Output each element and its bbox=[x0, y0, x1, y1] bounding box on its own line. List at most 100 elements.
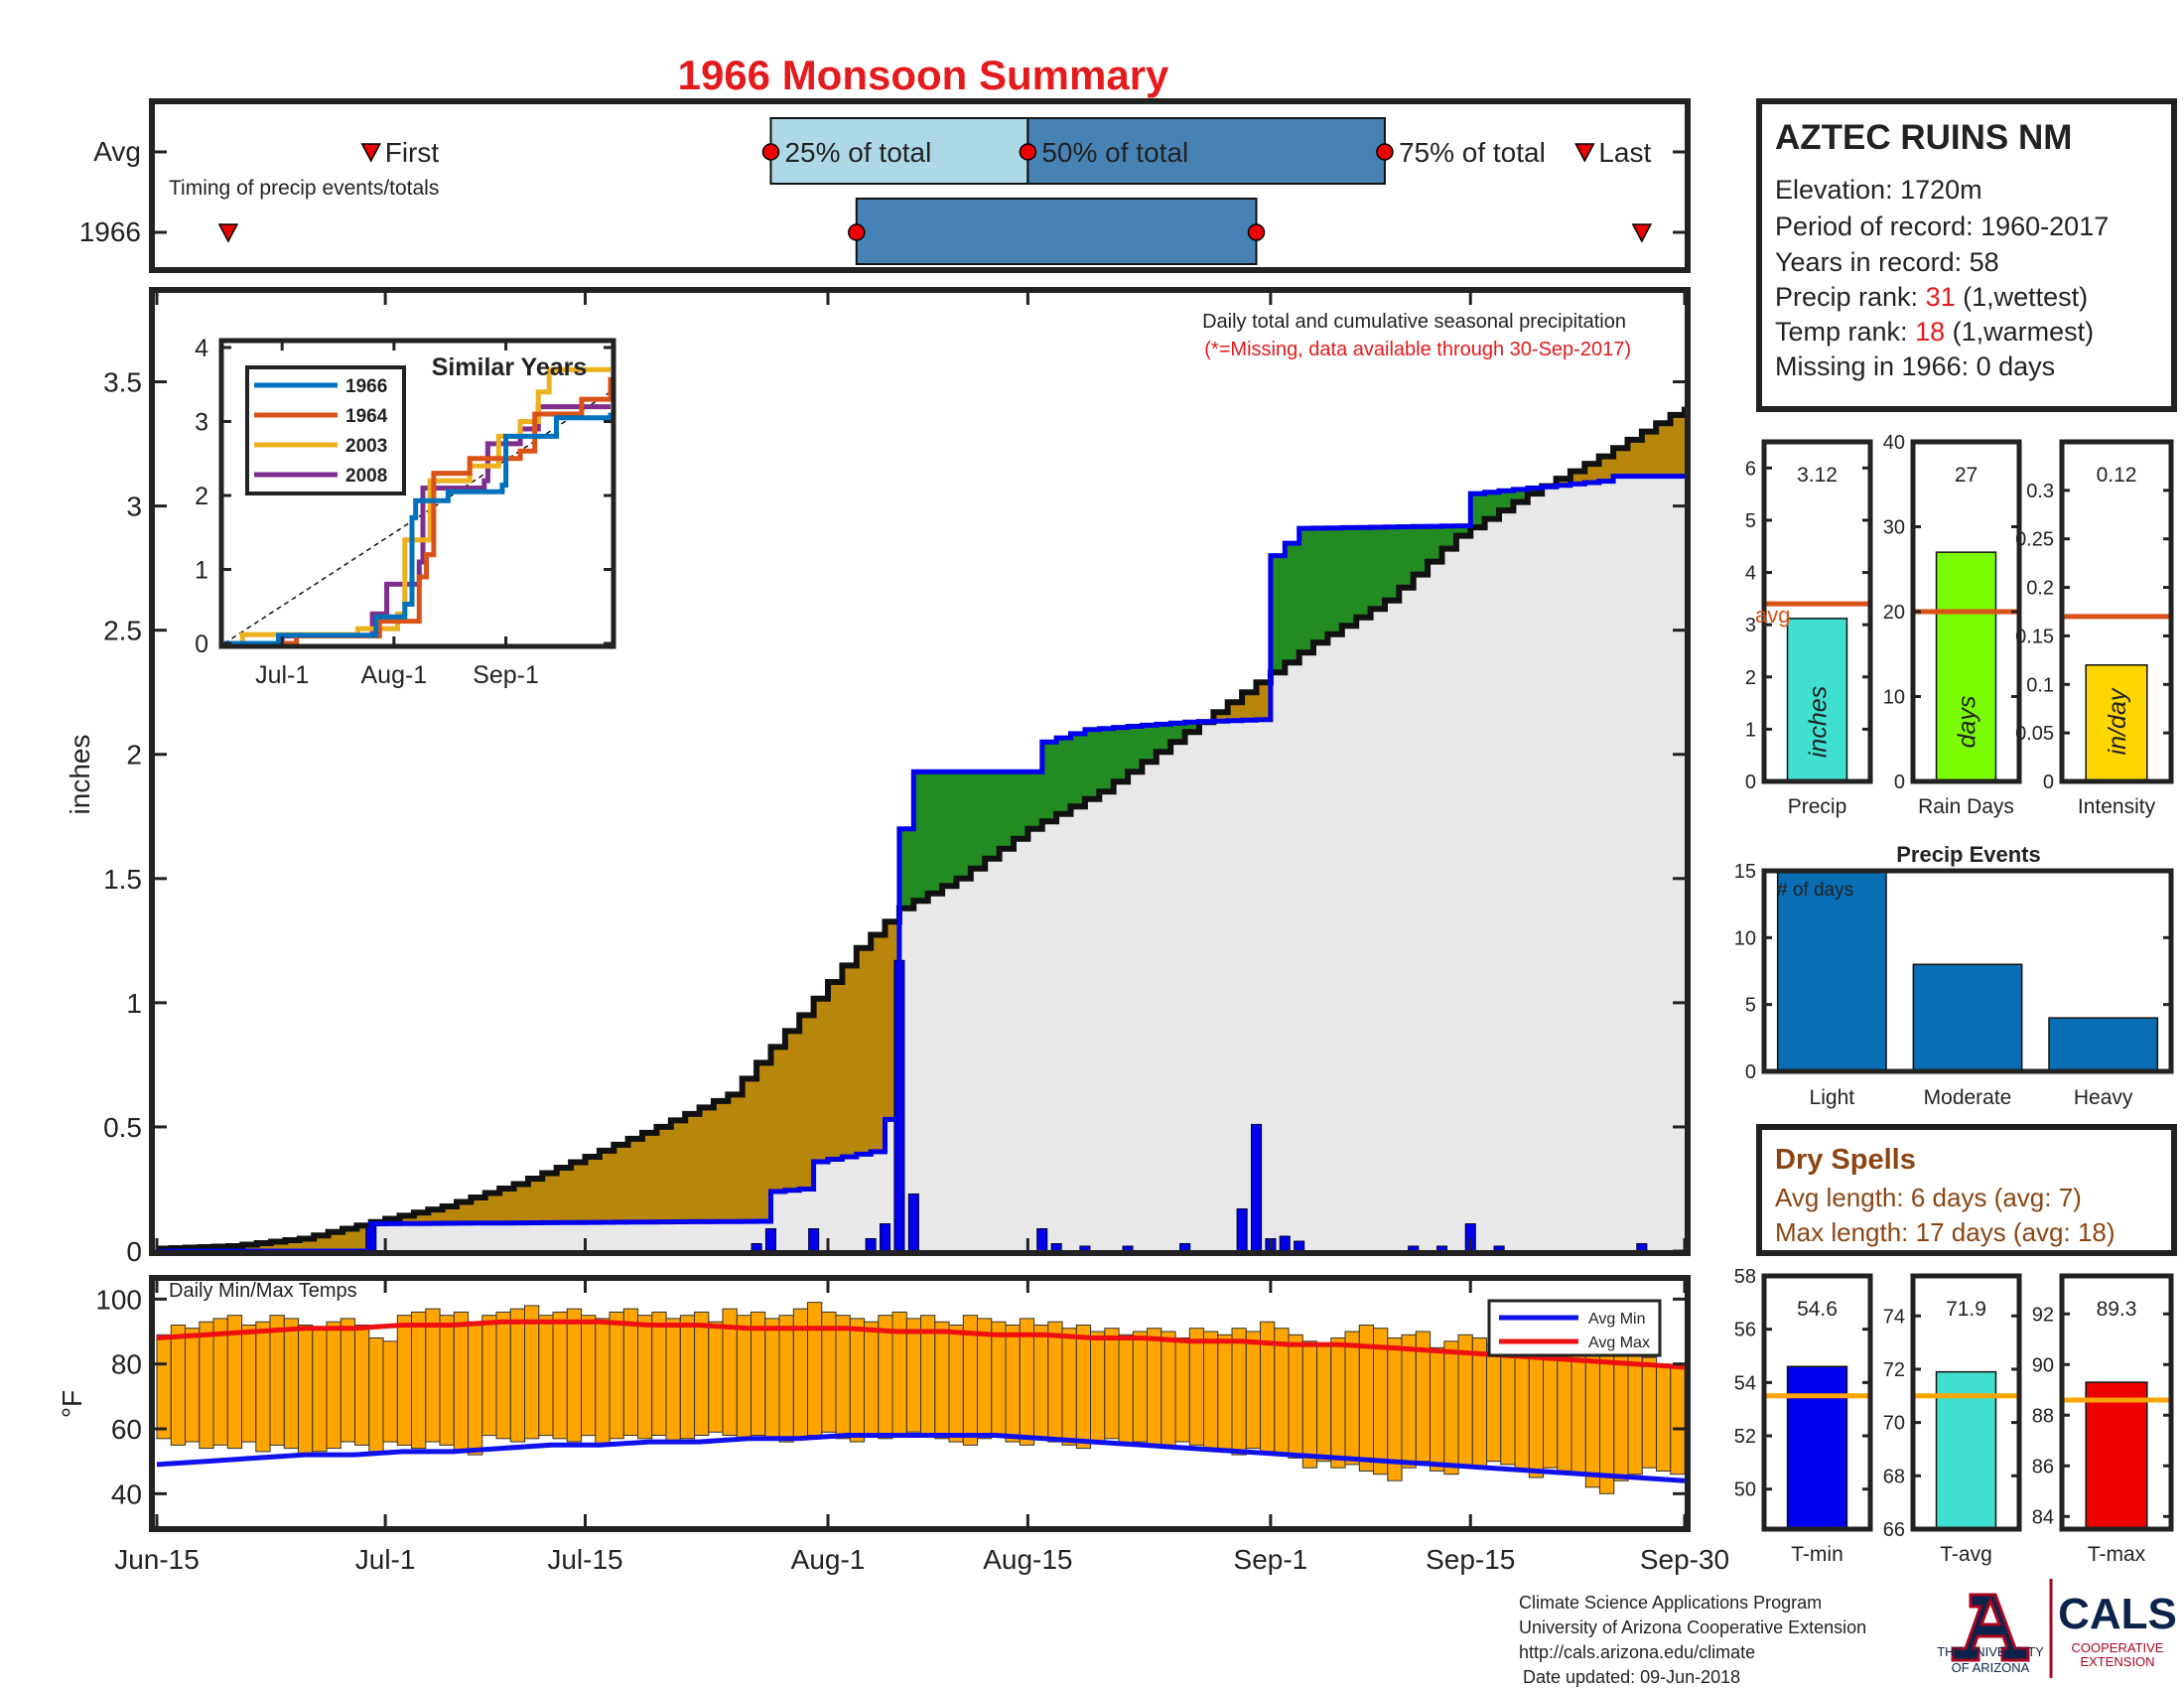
tmax-tick-label: 90 bbox=[2032, 1354, 2054, 1376]
below-avg-fill bbox=[1242, 692, 1258, 721]
rain_days-tick-label: 40 bbox=[1883, 432, 1905, 454]
tmax-frame bbox=[2059, 1273, 2174, 1532]
avg-max-line bbox=[156, 1319, 1686, 1370]
inset-y-label: 1 bbox=[195, 557, 208, 585]
temp-range-bar bbox=[1075, 1325, 1092, 1450]
footer: Climate Science Applications Program Uni… bbox=[1519, 1593, 1866, 1687]
above-avg-fill bbox=[1499, 491, 1514, 511]
temp-range-bar bbox=[1132, 1331, 1149, 1443]
below-avg-fill bbox=[742, 1078, 757, 1222]
below-avg-fill bbox=[484, 1193, 500, 1223]
timing-frame bbox=[149, 98, 1691, 273]
footer-line3: http://cals.arizona.edu/climate bbox=[1519, 1642, 1755, 1662]
temp-range-bar bbox=[1670, 1366, 1686, 1476]
tmin-tick-label: 58 bbox=[1734, 1266, 1756, 1288]
temp-range-bar bbox=[694, 1311, 710, 1437]
above-avg-fill bbox=[1113, 727, 1129, 782]
avg-first-half-box bbox=[769, 117, 1029, 185]
temp-range-bar bbox=[1118, 1334, 1134, 1446]
tavg-tick-label: 70 bbox=[1883, 1413, 1905, 1435]
precip_total-bar bbox=[1786, 618, 1848, 782]
temp-y-label: 40 bbox=[111, 1478, 142, 1509]
temp-range-bar bbox=[1203, 1331, 1219, 1450]
precip-note: Daily total and cumulative seasonal prec… bbox=[1202, 311, 1626, 333]
temp-range-bar bbox=[552, 1311, 568, 1440]
temp-range-bar bbox=[637, 1315, 653, 1440]
intensity-tick-label: 0.3 bbox=[2026, 481, 2054, 502]
below-avg-fill bbox=[784, 1031, 800, 1191]
event-category-label: Heavy bbox=[2074, 1086, 2133, 1109]
tmin-x-label: T-min bbox=[1791, 1543, 1843, 1566]
temp-range-bar bbox=[1316, 1343, 1332, 1463]
below-avg-fill bbox=[699, 1107, 715, 1222]
rain_days-tick-label: 0 bbox=[1894, 772, 1905, 793]
inset-x-label: Jul-1 bbox=[255, 661, 309, 689]
x-tick-label: Sep-15 bbox=[1426, 1544, 1515, 1575]
cumulative-frame bbox=[149, 287, 1691, 1256]
avg-second-half-box bbox=[1026, 117, 1386, 185]
below-avg-fill bbox=[342, 1228, 357, 1251]
legend-avg-max: Avg Max bbox=[1588, 1335, 1650, 1351]
below-avg-fill bbox=[627, 1138, 643, 1222]
precip-events-panel: Precip Events Light Moderate Heavy 051015 … bbox=[1734, 842, 2174, 1109]
temp-range-bar bbox=[1245, 1331, 1262, 1450]
avg-fill-area bbox=[157, 476, 1685, 1252]
temp-range-bar bbox=[1401, 1334, 1417, 1469]
inset-series-2003 bbox=[224, 366, 611, 646]
precip-events-inner-label: # of days bbox=[1777, 880, 1853, 901]
temp-bars bbox=[156, 1302, 1686, 1494]
above-avg-fill bbox=[898, 828, 914, 909]
below-avg-fill bbox=[1656, 423, 1672, 477]
below-avg-fill bbox=[242, 1244, 258, 1251]
inset-y-label: 3 bbox=[195, 409, 208, 437]
tmin-tick-label: 54 bbox=[1734, 1372, 1756, 1394]
temp-range-bar bbox=[199, 1321, 214, 1450]
event-category-label: Light bbox=[1810, 1086, 1855, 1109]
temp-range-bar bbox=[948, 1325, 964, 1443]
timing-caption: Timing of precip events/totals bbox=[169, 177, 439, 200]
below-avg-fill bbox=[813, 998, 829, 1162]
cumulative-panel: 0 0.5 1 1.5 2 2.5 3 3.5 inches Daily total and … bbox=[65, 287, 1691, 1267]
temp-range-bar bbox=[1104, 1328, 1120, 1440]
daily-precip-bar bbox=[1236, 1208, 1248, 1252]
below-avg-fill bbox=[642, 1132, 657, 1222]
year-p75-marker-icon bbox=[1247, 223, 1266, 241]
temp-range-bar bbox=[1274, 1328, 1290, 1456]
precip-events-frame bbox=[1761, 868, 2174, 1074]
temp-range-bar bbox=[807, 1302, 823, 1436]
intensity-tick-label: 0.2 bbox=[2026, 578, 2054, 600]
above-avg-fill bbox=[1041, 742, 1057, 822]
above-avg-fill bbox=[999, 772, 1015, 849]
rain_days-value: 27 bbox=[1955, 464, 1978, 487]
university-logo: THE UNIVERSITY OF ARIZONA CALS COOPERATI… bbox=[1937, 1579, 2177, 1678]
chart-title: 1966 Monsoon Summary bbox=[678, 52, 1169, 98]
temp-range-bar bbox=[354, 1325, 370, 1446]
event-bar-light bbox=[1776, 870, 1887, 1072]
daily-precip-bar bbox=[808, 1228, 820, 1252]
above-avg-fill bbox=[1513, 489, 1529, 502]
temp-range-bar bbox=[1627, 1353, 1643, 1476]
below-avg-fill bbox=[471, 1197, 486, 1223]
tmax-tick-label: 92 bbox=[2032, 1304, 2054, 1326]
y-tick-label: 2 bbox=[126, 740, 142, 771]
below-avg-fill bbox=[1256, 682, 1272, 720]
first-label: First bbox=[385, 137, 440, 168]
inset-frame bbox=[218, 338, 616, 649]
above-avg-fill bbox=[1099, 728, 1115, 792]
p75-label: 75% of total bbox=[1399, 137, 1546, 168]
cumulative-fills bbox=[157, 406, 1686, 1252]
events-y-label: 10 bbox=[1734, 927, 1756, 949]
below-avg-fill bbox=[842, 965, 858, 1157]
below-avg-fill bbox=[1584, 464, 1600, 483]
above-avg-fill bbox=[956, 772, 972, 879]
daily-precip-bar bbox=[751, 1243, 762, 1252]
daily-precip-bar bbox=[764, 1228, 777, 1252]
tavg-tick-label: 72 bbox=[1883, 1359, 1905, 1381]
above-avg-fill bbox=[1441, 525, 1457, 549]
temp-range-bar bbox=[1005, 1325, 1021, 1443]
precip-events-bars: Light Moderate Heavy bbox=[1776, 870, 2159, 1109]
missing-note: (*=Missing, data available through 30-Se… bbox=[1204, 339, 1631, 360]
intensity-bar bbox=[2085, 663, 2148, 782]
tavg-frame bbox=[1910, 1273, 2022, 1532]
